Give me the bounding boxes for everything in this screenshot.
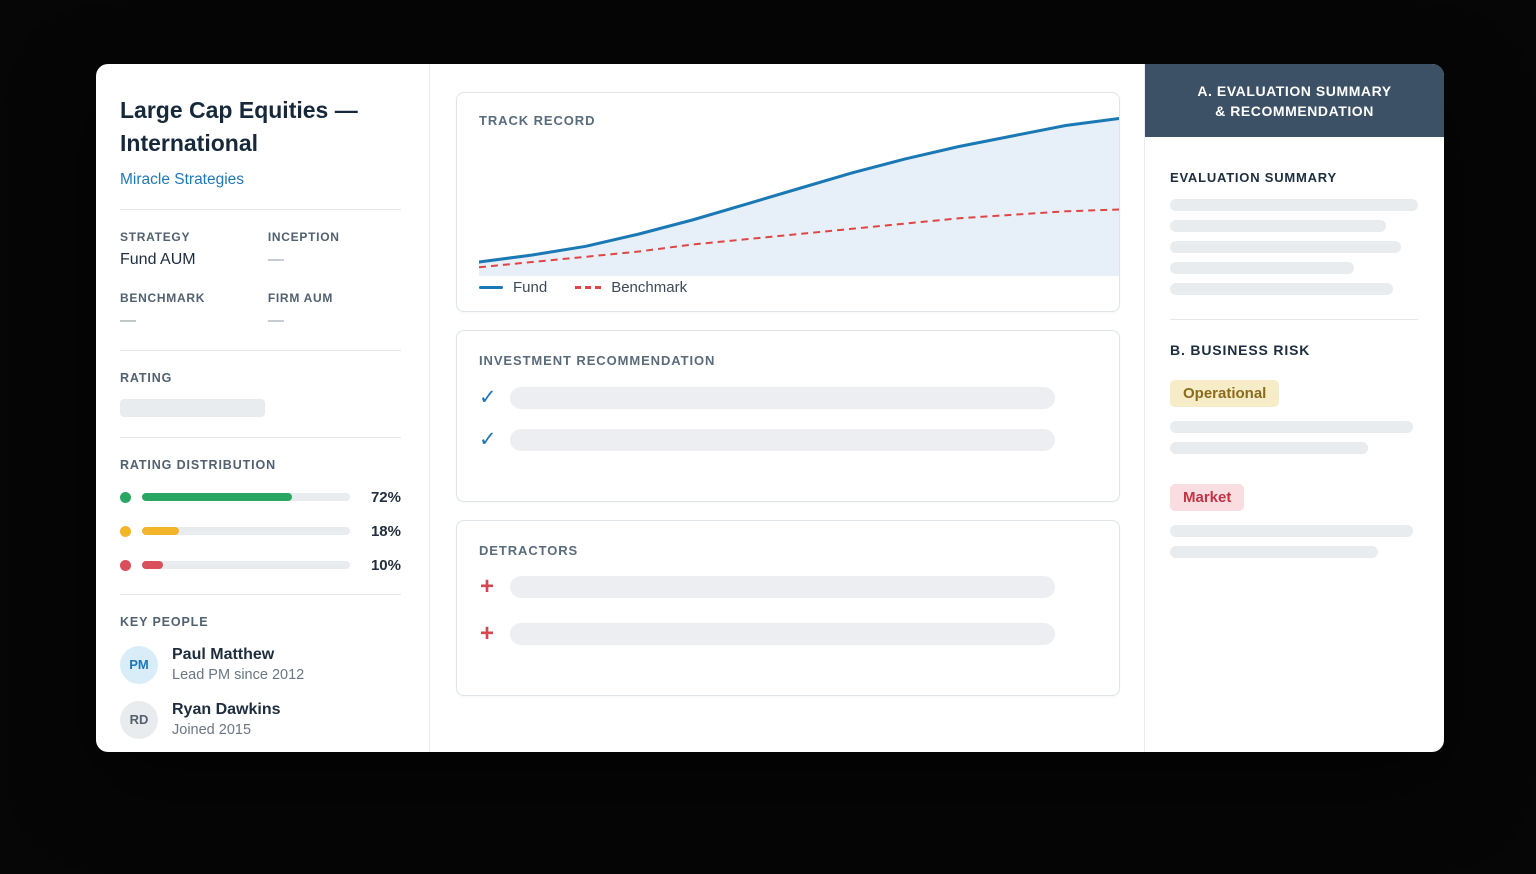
divider	[1170, 319, 1418, 320]
main-column: TRACK RECORD Fund Benchmark INVESTMENT R…	[430, 64, 1145, 752]
skeleton-bar	[1170, 283, 1394, 295]
person-detail: Lead PM since 2012	[172, 667, 305, 684]
fund-line-swatch-icon	[479, 286, 503, 289]
track-record-card: TRACK RECORD Fund Benchmark	[456, 92, 1120, 312]
header-line-1: A. EVALUATION SUMMARY	[1197, 82, 1392, 99]
fact-label: FIRM AUM	[267, 290, 334, 305]
check-icon: ✓	[479, 428, 497, 451]
page-title: Large Cap Equities — International	[120, 97, 358, 157]
track-record-chart	[479, 117, 1119, 276]
fact-benchmark: BENCHMARK —	[120, 291, 260, 330]
right-panel: A. EVALUATION SUMMARY & RECOMMENDATION E…	[1145, 64, 1444, 752]
fact-firm-aum: FIRM AUM —	[268, 291, 401, 330]
person-detail: Joined 2015	[172, 722, 252, 739]
person-row: RD Ryan Dawkins Joined 2015	[120, 700, 401, 739]
person-info: Ryan Dawkins Joined 2015	[172, 701, 280, 738]
green-dot-icon	[120, 491, 131, 503]
skeleton-bar	[1170, 199, 1418, 211]
distribution-track	[142, 561, 350, 570]
skeleton-bar	[510, 576, 1055, 598]
fact-label: BENCHMARK	[120, 290, 206, 305]
benchmark-dashed-swatch-icon	[575, 286, 602, 289]
distribution-track	[142, 493, 350, 502]
detractors-title: DETRACTORS	[479, 543, 579, 558]
recommendation-item: ✓	[479, 385, 1119, 410]
risk-group-operational: Operational	[1170, 376, 1418, 454]
rating-label: RATING	[120, 370, 173, 385]
detractor-item: +	[479, 622, 1119, 646]
skeleton-bar	[1170, 546, 1379, 558]
fact-value: Fund AUM	[120, 250, 196, 268]
divider	[120, 208, 401, 210]
person-row: PM Paul Matthew Lead PM since 2012	[120, 645, 401, 684]
fact-value: —	[267, 311, 284, 329]
rating-distribution-row: 10%	[120, 557, 401, 574]
skeleton-bar	[1170, 241, 1401, 253]
skeleton-bar	[1170, 262, 1354, 274]
skeleton-bar	[1170, 421, 1414, 433]
recommendation-item: ✓	[479, 427, 1119, 452]
fund-facts: STRATEGY Fund AUM INCEPTION — BENCHMARK …	[120, 230, 401, 330]
detractor-item: +	[479, 575, 1119, 599]
distribution-percent: 18%	[370, 522, 401, 540]
check-icon: ✓	[479, 386, 497, 409]
skeleton-bar	[1170, 220, 1386, 232]
divider	[120, 593, 401, 595]
fact-value: —	[120, 311, 136, 329]
fact-label: INCEPTION	[267, 229, 340, 244]
plus-icon: +	[479, 620, 494, 647]
sidebar: Large Cap Equities — International Mirac…	[96, 64, 430, 752]
fact-strategy: STRATEGY Fund AUM	[120, 230, 260, 269]
person-name: Paul Matthew	[172, 646, 275, 664]
distribution-track	[142, 527, 350, 536]
skeleton-bar	[510, 428, 1055, 451]
legend-label-fund: Fund	[513, 279, 548, 296]
track-record-title: TRACK RECORD	[479, 113, 596, 128]
distribution-fill	[142, 527, 180, 536]
operational-risk-badge: Operational	[1170, 380, 1280, 407]
skeleton-bar	[510, 623, 1055, 645]
fact-inception: INCEPTION —	[268, 230, 401, 269]
header-line-2: & RECOMMENDATION	[1215, 102, 1374, 119]
investment-recommendation-card: INVESTMENT RECOMMENDATION ✓ ✓	[456, 330, 1120, 502]
legend-label-benchmark: Benchmark	[611, 279, 688, 296]
chart-legend: Fund Benchmark	[479, 279, 705, 296]
business-risk-label: B. BUSINESS RISK	[1170, 342, 1311, 358]
distribution-fill	[142, 493, 292, 502]
avatar: PM	[120, 645, 158, 684]
evaluation-summary-label: EVALUATION SUMMARY	[1170, 170, 1337, 185]
distribution-percent: 10%	[370, 556, 401, 574]
person-info: Paul Matthew Lead PM since 2012	[172, 646, 304, 683]
skeleton-bar	[510, 386, 1055, 409]
divider	[120, 349, 401, 351]
yellow-dot-icon	[120, 525, 131, 537]
rating-distribution-row: 18%	[120, 523, 401, 540]
rating-distribution-row: 72%	[120, 489, 401, 506]
rating-skeleton-bar	[120, 398, 265, 417]
divider	[120, 436, 401, 438]
investment-recommendation-title: INVESTMENT RECOMMENDATION	[479, 353, 716, 368]
skeleton-bar	[1170, 442, 1369, 454]
risk-group-market: Market	[1170, 480, 1418, 558]
distribution-percent: 72%	[370, 488, 401, 506]
red-dot-icon	[120, 559, 131, 571]
right-panel-body: EVALUATION SUMMARY B. BUSINESS RISK Oper…	[1145, 137, 1444, 558]
detractors-card: DETRACTORS + +	[456, 520, 1120, 696]
rating-distribution-label: RATING DISTRIBUTION	[120, 457, 276, 472]
evaluation-section-header: A. EVALUATION SUMMARY & RECOMMENDATION	[1145, 64, 1444, 137]
plus-icon: +	[479, 573, 494, 600]
person-name: Ryan Dawkins	[172, 701, 281, 719]
skeleton-bar	[1170, 525, 1414, 537]
avatar: RD	[120, 700, 158, 739]
fact-value: —	[267, 250, 284, 268]
key-people-label: KEY PEOPLE	[120, 614, 209, 629]
fact-label: STRATEGY	[120, 229, 191, 244]
app-card: Large Cap Equities — International Mirac…	[96, 64, 1444, 752]
firm-link[interactable]: Miracle Strategies	[120, 170, 245, 188]
market-risk-badge: Market	[1170, 484, 1245, 511]
distribution-fill	[142, 561, 163, 570]
